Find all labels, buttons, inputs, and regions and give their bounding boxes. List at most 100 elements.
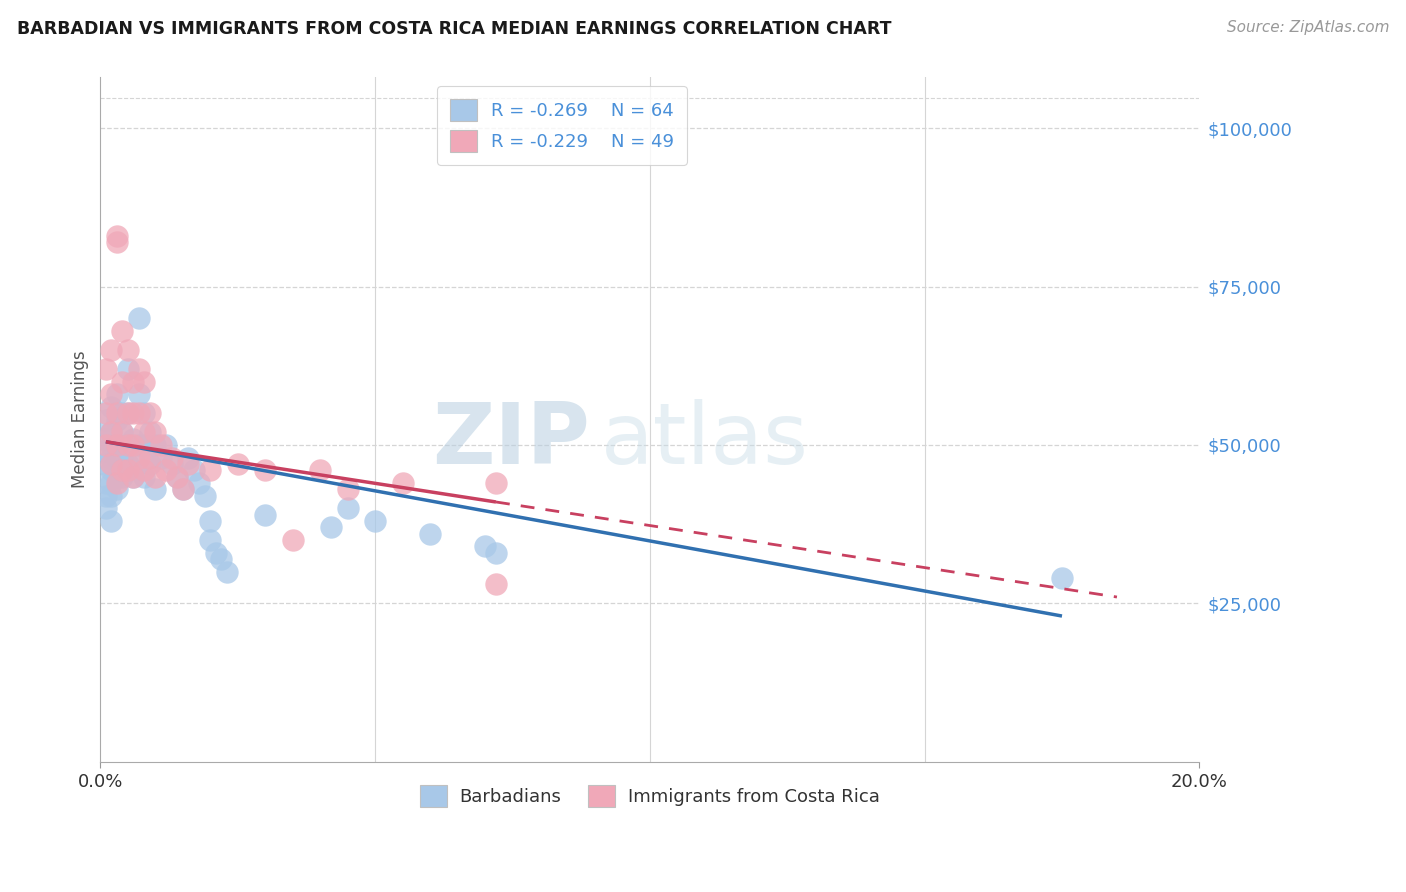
Point bbox=[105, 438, 128, 452]
Point bbox=[94, 501, 117, 516]
Point bbox=[172, 483, 194, 497]
Point bbox=[143, 438, 166, 452]
Point bbox=[94, 438, 117, 452]
Point bbox=[117, 438, 139, 452]
Point bbox=[117, 406, 139, 420]
Point bbox=[166, 469, 188, 483]
Point bbox=[105, 450, 128, 465]
Point bbox=[128, 362, 150, 376]
Point bbox=[321, 520, 343, 534]
Point bbox=[105, 228, 128, 243]
Point bbox=[485, 577, 508, 591]
Point bbox=[166, 469, 188, 483]
Point bbox=[200, 514, 222, 528]
Point bbox=[128, 387, 150, 401]
Point bbox=[100, 463, 122, 477]
Point bbox=[122, 450, 145, 465]
Point bbox=[94, 406, 117, 420]
Text: ZIP: ZIP bbox=[432, 399, 589, 482]
Point bbox=[100, 425, 122, 440]
Point bbox=[105, 438, 128, 452]
Point bbox=[200, 533, 222, 547]
Point bbox=[111, 425, 134, 440]
Point bbox=[1050, 571, 1073, 585]
Point bbox=[336, 483, 359, 497]
Point bbox=[117, 457, 139, 471]
Text: Source: ZipAtlas.com: Source: ZipAtlas.com bbox=[1226, 20, 1389, 35]
Point bbox=[122, 469, 145, 483]
Point bbox=[100, 400, 122, 414]
Point bbox=[474, 539, 496, 553]
Point bbox=[200, 463, 222, 477]
Point bbox=[309, 463, 332, 477]
Point bbox=[105, 475, 128, 490]
Point bbox=[155, 438, 177, 452]
Point bbox=[226, 457, 249, 471]
Point bbox=[485, 546, 508, 560]
Point bbox=[134, 463, 156, 477]
Point bbox=[100, 387, 122, 401]
Point bbox=[111, 463, 134, 477]
Point bbox=[111, 425, 134, 440]
Point bbox=[117, 362, 139, 376]
Point bbox=[139, 450, 162, 465]
Point bbox=[160, 457, 183, 471]
Point bbox=[111, 450, 134, 465]
Point bbox=[194, 489, 217, 503]
Point bbox=[149, 450, 172, 465]
Point bbox=[100, 457, 122, 471]
Point bbox=[215, 565, 238, 579]
Point bbox=[485, 475, 508, 490]
Point bbox=[94, 444, 117, 458]
Point bbox=[134, 375, 156, 389]
Point bbox=[188, 475, 211, 490]
Point bbox=[100, 489, 122, 503]
Point bbox=[94, 489, 117, 503]
Point bbox=[134, 469, 156, 483]
Point bbox=[281, 533, 304, 547]
Point bbox=[134, 406, 156, 420]
Point bbox=[177, 450, 200, 465]
Point bbox=[122, 375, 145, 389]
Point bbox=[139, 406, 162, 420]
Point bbox=[105, 469, 128, 483]
Point bbox=[172, 483, 194, 497]
Point bbox=[122, 438, 145, 452]
Point bbox=[143, 425, 166, 440]
Point bbox=[94, 457, 117, 471]
Point bbox=[177, 457, 200, 471]
Text: BARBADIAN VS IMMIGRANTS FROM COSTA RICA MEDIAN EARNINGS CORRELATION CHART: BARBADIAN VS IMMIGRANTS FROM COSTA RICA … bbox=[17, 20, 891, 37]
Point bbox=[105, 483, 128, 497]
Y-axis label: Median Earnings: Median Earnings bbox=[72, 351, 89, 489]
Point bbox=[160, 450, 183, 465]
Point bbox=[111, 324, 134, 338]
Point bbox=[143, 483, 166, 497]
Point bbox=[117, 406, 139, 420]
Point bbox=[419, 526, 441, 541]
Legend: Barbadians, Immigrants from Costa Rica: Barbadians, Immigrants from Costa Rica bbox=[412, 778, 887, 814]
Point bbox=[100, 450, 122, 465]
Point bbox=[100, 425, 122, 440]
Point bbox=[209, 552, 232, 566]
Point bbox=[183, 463, 205, 477]
Point bbox=[111, 406, 134, 420]
Point bbox=[128, 450, 150, 465]
Point bbox=[139, 425, 162, 440]
Point bbox=[105, 235, 128, 250]
Point bbox=[254, 463, 277, 477]
Point bbox=[149, 438, 172, 452]
Point bbox=[134, 425, 156, 440]
Point bbox=[94, 432, 117, 446]
Point bbox=[117, 438, 139, 452]
Point bbox=[134, 438, 156, 452]
Text: atlas: atlas bbox=[600, 399, 808, 482]
Point bbox=[122, 432, 145, 446]
Point bbox=[336, 501, 359, 516]
Point bbox=[111, 375, 134, 389]
Point bbox=[94, 475, 117, 490]
Point bbox=[128, 438, 150, 452]
Point bbox=[204, 546, 226, 560]
Point bbox=[94, 412, 117, 426]
Point bbox=[364, 514, 387, 528]
Point bbox=[105, 406, 128, 420]
